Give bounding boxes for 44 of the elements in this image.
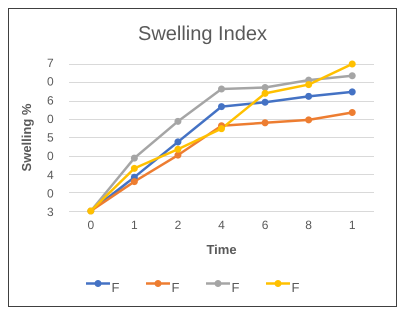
text: 7 xyxy=(47,56,54,70)
x-tick-label: 6 xyxy=(262,218,269,232)
text: 0 xyxy=(47,112,54,126)
point xyxy=(262,98,269,106)
legend-label: F xyxy=(232,280,240,295)
x-tick-label: 2 xyxy=(174,218,182,232)
point xyxy=(348,72,356,80)
point xyxy=(174,152,182,159)
point xyxy=(130,178,138,186)
legend-label: F xyxy=(292,280,300,295)
point xyxy=(174,146,182,153)
point xyxy=(218,85,225,92)
chart-title: Swelling Index xyxy=(138,23,267,45)
point xyxy=(218,103,225,110)
y-axis-title: Swelling % xyxy=(19,103,34,172)
point xyxy=(262,119,269,126)
point xyxy=(348,88,356,96)
point xyxy=(348,109,356,116)
text: 0 xyxy=(47,149,54,164)
x-tick-label: 0 xyxy=(87,218,94,232)
text: 3 xyxy=(47,205,54,219)
legend-label: F xyxy=(112,280,120,295)
point xyxy=(130,154,138,162)
text: 6 xyxy=(47,93,54,108)
point xyxy=(305,92,312,100)
x-tick-label: 8 xyxy=(305,218,312,232)
text: 5 xyxy=(47,130,54,144)
point xyxy=(130,164,138,172)
x-tick-label: 1 xyxy=(348,218,356,232)
point xyxy=(218,125,225,132)
point xyxy=(174,138,182,146)
point xyxy=(262,90,269,97)
point xyxy=(348,60,356,68)
point xyxy=(305,116,312,124)
text: 0 xyxy=(47,74,54,89)
point xyxy=(305,81,312,88)
text: 0 xyxy=(47,186,54,200)
x-tick-label: 1 xyxy=(131,218,138,232)
x-tick-label: 4 xyxy=(218,218,226,232)
legend-label: F xyxy=(172,280,180,295)
x-axis-title: Time xyxy=(206,242,237,257)
point xyxy=(174,118,182,125)
text: 4 xyxy=(47,168,54,182)
point xyxy=(262,84,269,92)
